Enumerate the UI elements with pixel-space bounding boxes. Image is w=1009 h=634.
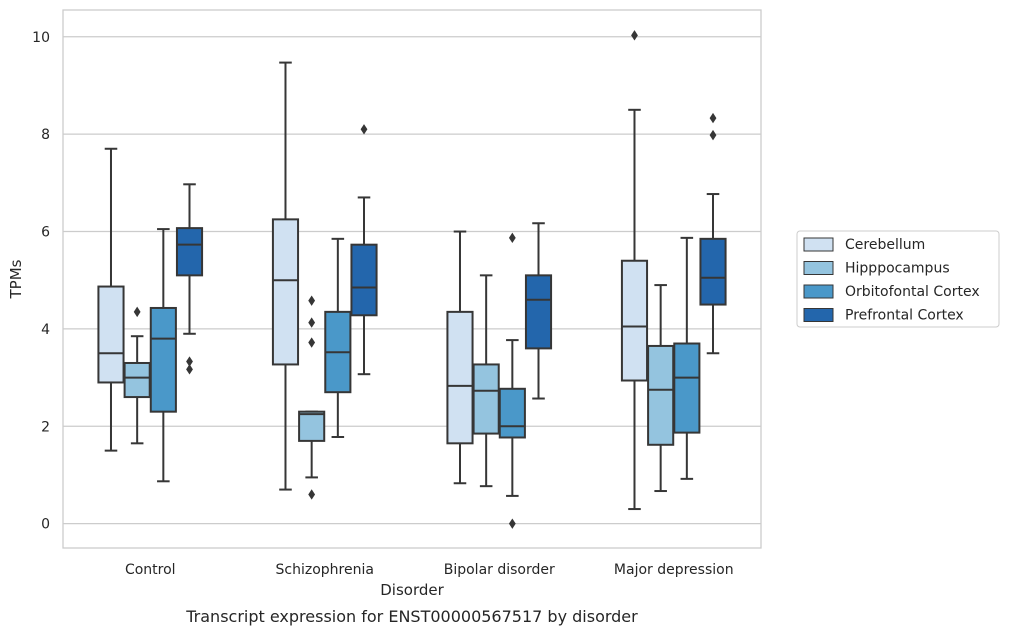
legend-entry: Prefrontal Cortex — [845, 308, 964, 324]
box-schizophrenia-cerebellum — [271, 61, 300, 491]
outlier-point — [709, 112, 717, 124]
y-tick-label: 4 — [41, 322, 50, 338]
box-iqr — [149, 306, 177, 413]
y-tick-label: 2 — [41, 419, 50, 435]
box-control-cerebellum — [97, 147, 125, 452]
box-bipolar-disorder-prefrontal-cortex — [524, 222, 553, 400]
legend-swatch — [803, 237, 834, 252]
x-tick-label: Control — [125, 562, 176, 578]
outlier-point — [360, 124, 368, 135]
outlier-point — [133, 306, 141, 318]
box-iqr — [271, 218, 300, 366]
outlier-point — [709, 129, 717, 141]
boxes — [97, 30, 727, 529]
box-control-orbitofontal-cortex — [149, 228, 177, 483]
legend-entry: Orbitofontal Cortex — [845, 284, 980, 300]
legend-entry: Cerebellum — [845, 237, 925, 253]
x-tick-label: Bipolar disorder — [444, 562, 555, 578]
x-axis-label: Disorder — [380, 581, 444, 599]
box-iqr — [446, 310, 474, 445]
box-schizophrenia-prefrontal-cortex — [350, 124, 378, 376]
box-iqr — [524, 274, 553, 350]
box-bipolar-disorder-orbitofontal-cortex — [498, 232, 526, 529]
y-tick-label: 0 — [41, 517, 50, 533]
box-control-prefrontal-cortex — [175, 183, 204, 375]
outlier-point — [186, 356, 193, 367]
x-tick-label: Schizophrenia — [276, 562, 374, 578]
outlier-point — [308, 317, 316, 328]
box-major-depression-cerebellum — [620, 30, 649, 511]
box-iqr — [498, 387, 526, 439]
box-iqr — [350, 243, 378, 317]
box-bipolar-disorder-cerebellum — [446, 230, 474, 485]
legend: Cerebellum Hipppocampus Orbitofontal Corte… — [796, 230, 1000, 328]
box-major-depression-hipppocampus — [647, 284, 675, 493]
box-iqr — [97, 285, 125, 384]
outlier-point — [308, 489, 316, 500]
box-iqr — [647, 344, 675, 446]
box-iqr — [620, 259, 649, 382]
legend-entry: Hipppocampus — [845, 261, 950, 277]
box-iqr — [123, 361, 151, 399]
box-iqr — [298, 410, 326, 442]
legend-swatch — [803, 284, 834, 299]
y-axis-label: TPMs — [7, 259, 25, 299]
box-schizophrenia-orbitofontal-cortex — [324, 237, 352, 438]
x-tick-label: Major depression — [614, 562, 734, 578]
outlier-point — [308, 337, 316, 348]
box-iqr — [699, 237, 727, 306]
outlier-point — [631, 30, 638, 41]
box-iqr — [673, 342, 701, 434]
box-schizophrenia-hipppocampus — [298, 295, 326, 500]
legend-swatch — [803, 261, 834, 275]
box-control-hipppocampus — [123, 306, 151, 445]
outlier-point — [508, 232, 516, 244]
legend-swatch — [803, 308, 834, 322]
plot-area-frame — [62, 9, 762, 549]
chart-caption: Transcript expression for ENST0000056751… — [185, 607, 638, 626]
outlier-point — [508, 518, 516, 529]
outlier-point — [308, 295, 316, 306]
box-iqr — [175, 227, 204, 277]
box-major-depression-prefrontal-cortex — [699, 112, 727, 355]
y-tick-label: 10 — [32, 30, 50, 46]
outlier-point — [186, 364, 193, 375]
legend-frame — [796, 230, 1000, 328]
box-iqr — [472, 363, 500, 435]
y-tick-label: 6 — [41, 225, 50, 241]
box-major-depression-orbitofontal-cortex — [673, 236, 701, 480]
box-bipolar-disorder-hipppocampus — [472, 274, 500, 488]
tick-labels: 0 2 4 6 8 10 Control Schizophrenia Bipolar disor… — [32, 30, 733, 578]
y-tick-label: 8 — [41, 127, 50, 143]
